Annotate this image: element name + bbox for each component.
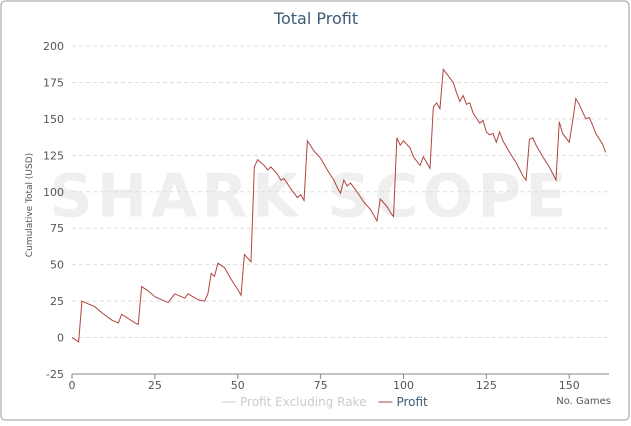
- x-tick-label: 100: [393, 379, 414, 392]
- y-tick-label: 25: [50, 295, 64, 308]
- y-tick-label: 150: [43, 113, 64, 126]
- x-tick-label: 125: [476, 379, 497, 392]
- y-tick-label: 75: [50, 222, 64, 235]
- y-tick-label: 0: [57, 332, 64, 345]
- y-tick-label: -25: [46, 368, 64, 381]
- chart-title: Total Profit: [273, 9, 358, 28]
- x-tick-label: 150: [559, 379, 580, 392]
- x-tick-label: 25: [148, 379, 162, 392]
- y-tick-label: 125: [43, 149, 64, 162]
- y-tick-label: 100: [43, 186, 64, 199]
- y-tick-label: 175: [43, 76, 64, 89]
- y-tick-label: 200: [43, 40, 64, 53]
- x-tick-label: 50: [231, 379, 245, 392]
- x-tick-label: 0: [69, 379, 76, 392]
- watermark: SHARK SCOPE: [50, 162, 571, 232]
- y-tick-label: 50: [50, 259, 64, 272]
- y-axis-title: Cumulative Total (USD): [25, 153, 35, 257]
- x-axis-title: No. Games: [556, 396, 611, 407]
- line-series: [71, 67, 607, 343]
- x-tick-label: 75: [314, 379, 328, 392]
- legend-label[interactable]: Profit Excluding Rake: [240, 395, 366, 409]
- legend-label[interactable]: Profit: [396, 395, 428, 409]
